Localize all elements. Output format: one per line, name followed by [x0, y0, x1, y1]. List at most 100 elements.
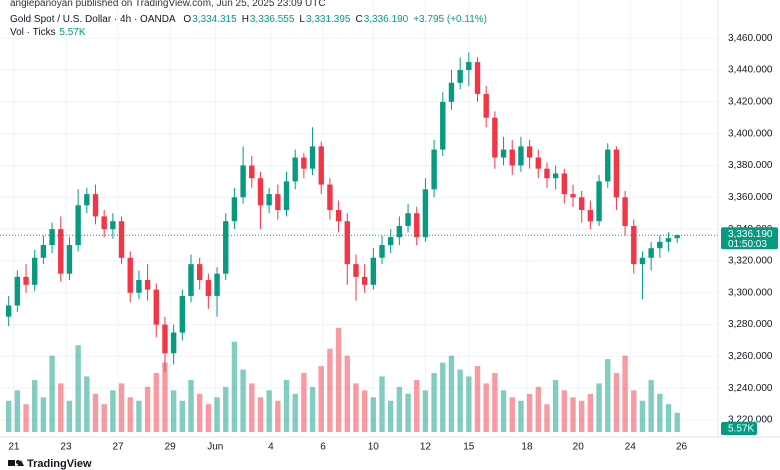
volume-bar: [440, 362, 446, 432]
volume-bar: [422, 390, 429, 432]
x-tick-label: 18: [521, 442, 533, 453]
candle-body: [162, 324, 168, 354]
volume-bar: [622, 355, 628, 432]
candle-body: [639, 257, 646, 265]
candle-body: [49, 229, 55, 246]
candle-body: [605, 149, 611, 182]
x-tick-label: 21: [8, 442, 20, 453]
candle-body: [648, 248, 654, 258]
candle-body: [335, 210, 342, 222]
countdown: 01:50:03: [728, 239, 767, 250]
ohlc-label: L: [299, 14, 305, 25]
candle-body: [40, 245, 47, 258]
candle-body: [292, 157, 298, 182]
x-tick-label: 6: [320, 442, 326, 453]
y-tick-label: 3,400.000: [728, 128, 773, 139]
volume-bar: [344, 355, 350, 432]
candle-body: [240, 165, 246, 198]
candle-body: [379, 245, 385, 258]
candle-body: [622, 197, 628, 226]
volume-bar: [23, 404, 29, 432]
candle-body: [466, 62, 472, 71]
change: +3.795 (+0.11%): [413, 14, 487, 25]
candle-body: [14, 276, 21, 306]
candle-body: [23, 276, 29, 285]
ohlc-label: O: [183, 14, 192, 25]
y-tick-label: 3,380.000: [728, 160, 773, 171]
candle-body: [179, 295, 186, 333]
candle-body: [396, 225, 403, 238]
volume-bar: [605, 359, 611, 432]
volume-bar: [335, 327, 342, 432]
volume-bar: [492, 372, 498, 432]
candle-body: [509, 149, 515, 166]
volume-bar: [405, 393, 411, 432]
candle-body: [344, 221, 350, 265]
y-tick-label: 3,260.000: [728, 351, 773, 362]
candle-body: [327, 184, 333, 211]
candle-body: [552, 173, 559, 179]
candle-body: [153, 289, 159, 325]
candle-body: [205, 280, 212, 296]
y-tick-label: 3,360.000: [728, 192, 773, 203]
volume-bar: [639, 400, 646, 432]
candle-body: [665, 238, 672, 242]
volume-bar: [674, 412, 680, 432]
ohlc-value: 3,336.190: [363, 14, 409, 25]
byline: anglepanoyan published on TradingView.co…: [10, 0, 326, 9]
volume-bar: [387, 400, 394, 432]
volume-line: Vol · Ticks 5.57K: [10, 27, 87, 38]
candle-body: [58, 229, 64, 274]
candle-body: [405, 213, 411, 226]
candle-body: [518, 146, 524, 166]
volume-bar: [249, 383, 255, 432]
x-tick-label: 10: [368, 442, 380, 453]
y-tick-label: 3,220.000: [728, 415, 773, 426]
candle-body: [110, 221, 116, 230]
volume-bar: [570, 397, 576, 432]
volume-bar: [596, 383, 602, 432]
volume-bar: [118, 383, 125, 432]
candle-body: [231, 197, 238, 222]
last-price-badge: [721, 227, 778, 250]
x-tick-label: 24: [625, 442, 637, 453]
volume-bar: [309, 386, 316, 432]
volume-bar: [92, 393, 99, 432]
volume-bar: [110, 390, 116, 432]
volume-bar: [631, 390, 637, 432]
logo-mark: [8, 460, 15, 466]
x-tick-label: 23: [60, 442, 72, 453]
volume-bar: [214, 397, 220, 432]
volume-bar: [466, 376, 472, 432]
volume-bar: [153, 372, 159, 432]
ohlc-value: 3,336.555: [249, 14, 295, 25]
x-tick-label: 26: [676, 442, 688, 453]
candle-body: [457, 70, 463, 83]
volume-bar: [587, 393, 594, 432]
candle-body: [266, 194, 272, 206]
candle-body: [657, 241, 663, 249]
x-tick-label: 4: [268, 442, 274, 453]
volume-bar: [49, 355, 55, 432]
price-axis: [718, 0, 780, 437]
volume-bar: [40, 397, 47, 432]
symbol-line: Gold Spot / U.S. Dollar · 4h · OANDA O 3,…: [10, 14, 488, 25]
candle-body: [136, 280, 142, 293]
symbol: Gold Spot / U.S. Dollar · 4h · OANDA: [10, 14, 176, 25]
candle-body: [84, 194, 90, 206]
candle-body: [631, 225, 637, 265]
candle-body: [170, 332, 177, 354]
candle-body: [483, 93, 489, 118]
candle-body: [596, 181, 602, 222]
volume-bar: [457, 369, 463, 432]
brand-logo: [8, 460, 24, 466]
candle-body: [474, 62, 481, 94]
volume-bar: [179, 400, 186, 432]
volume-bar: [144, 386, 151, 432]
volume-bar: [32, 379, 38, 432]
candle-body: [431, 149, 437, 190]
volume-bar: [170, 390, 177, 432]
volume-bar: [361, 390, 368, 432]
candle-body: [613, 149, 620, 198]
